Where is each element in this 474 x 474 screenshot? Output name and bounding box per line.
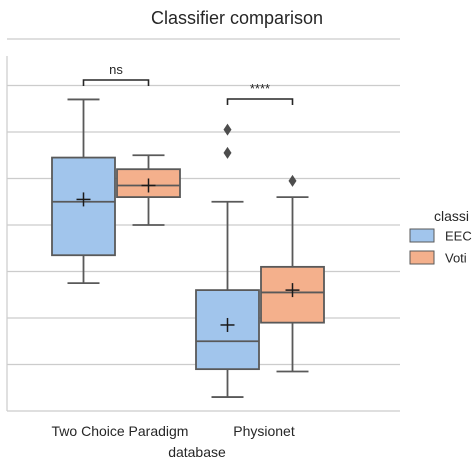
legend-label: EEC (445, 229, 472, 244)
chart-title: Classifier comparison (151, 8, 323, 28)
outlier-point (223, 123, 232, 136)
outlier-point (223, 146, 232, 159)
box-voti-0 (116, 154, 181, 226)
legend-label: Voti (445, 251, 467, 266)
significance-bracket (226, 98, 294, 105)
significance-label: ns (109, 62, 123, 77)
box-eec-0 (51, 98, 116, 285)
legend-swatch (409, 228, 435, 243)
box-eec-1 (195, 123, 260, 398)
x-axis-label: database (168, 444, 226, 460)
x-tick-label: Physionet (233, 423, 295, 439)
box-voti-1 (260, 174, 325, 373)
x-tick-label: Two Choice Paradigm (52, 423, 189, 439)
significance-annotations: ns **** (82, 62, 294, 105)
significance-label: **** (250, 81, 270, 96)
legend: classi EEC Voti (409, 208, 472, 266)
legend-swatch (409, 250, 435, 265)
box-plots (51, 98, 325, 398)
x-tick-labels: Two Choice Paradigm Physionet (52, 423, 295, 439)
outlier-point (288, 174, 297, 187)
significance-bracket (82, 79, 150, 86)
legend-title: classi (434, 208, 469, 224)
